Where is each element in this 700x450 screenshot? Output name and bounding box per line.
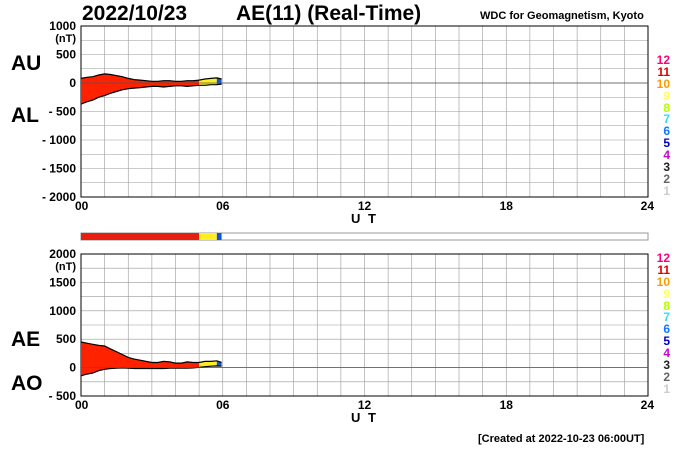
- y-tick-label: 500: [56, 332, 76, 346]
- level-legend-item: 9: [663, 88, 670, 103]
- plot-frame: [80, 25, 649, 198]
- series-line-au: [80, 73, 222, 82]
- level-legend-item: 3: [663, 358, 670, 373]
- level-legend-item: 5: [663, 334, 670, 349]
- y-tick-label: 1000: [49, 304, 76, 318]
- x-tick-label: 18: [500, 398, 514, 412]
- x-tick-label: 00: [75, 398, 89, 412]
- level-legend-item: 11: [657, 64, 670, 79]
- x-axis-label: U T: [351, 211, 378, 226]
- y-tick-label: 0: [69, 76, 76, 90]
- x-tick-label: 06: [216, 398, 230, 412]
- x-tick-label: 06: [216, 199, 230, 213]
- plot-frame: [80, 253, 649, 397]
- level-legend-top: 12 11 10 9 8 7 6 5 4 3 2 1: [646, 53, 670, 198]
- y-unit-label: (nT): [55, 261, 76, 273]
- y-tick-label: - 1500: [42, 162, 76, 176]
- y-tick-label: 1000: [49, 19, 76, 33]
- al-side-label: AL: [11, 104, 39, 127]
- series-line-al: [80, 83, 222, 105]
- series-line-ae: [80, 341, 222, 364]
- chart-date: 2022/10/23: [82, 2, 188, 25]
- x-tick-label: 18: [500, 199, 514, 213]
- y-tick-label: - 500: [49, 105, 77, 119]
- level-legend-item: 9: [663, 286, 670, 301]
- activity-bar-segment: [216, 233, 222, 240]
- level-legend-item: 7: [663, 112, 670, 127]
- y-tick-label: 2000: [49, 247, 76, 261]
- y-tick-label: - 500: [49, 389, 77, 403]
- level-legend-item: 11: [657, 262, 670, 277]
- x-tick-label: 00: [75, 199, 89, 213]
- y-tick-label: 500: [56, 48, 76, 62]
- level-legend-item: 8: [663, 100, 670, 115]
- y-unit-label: (nT): [55, 33, 76, 45]
- level-legend-item: 10: [656, 76, 670, 91]
- level-legend-item: 8: [663, 298, 670, 313]
- x-tick-label: 24: [641, 199, 655, 213]
- ae-side-label: AE: [11, 328, 41, 351]
- activity-bar-segment: [81, 233, 200, 240]
- y-tick-label: - 2000: [42, 190, 76, 204]
- y-tick-label: 0: [69, 361, 76, 375]
- y-tick-label: 1500: [49, 275, 76, 289]
- level-legend-item: 7: [663, 310, 670, 325]
- created-timestamp: [Created at 2022-10-23 06:00UT]: [478, 433, 645, 445]
- y-tick-label: - 1000: [42, 133, 76, 147]
- level-legend-bottom: 12 11 10 9 8 7 6 5 4 3 2 1: [646, 251, 670, 396]
- level-legend-item: 1: [663, 183, 670, 198]
- x-axis-label: U T: [351, 410, 378, 425]
- level-legend-item: 4: [663, 346, 670, 361]
- chart-title: AE(11) (Real-Time): [236, 2, 422, 25]
- level-legend-item: 6: [663, 124, 670, 139]
- level-legend-item: 4: [663, 148, 670, 163]
- x-tick-label: 12: [358, 199, 372, 213]
- au-side-label: AU: [11, 52, 42, 75]
- level-legend-item: 3: [663, 160, 670, 175]
- level-legend-item: 10: [656, 274, 670, 289]
- ao-side-label: AO: [11, 372, 43, 395]
- level-legend-item: 1: [663, 381, 670, 396]
- band-fill-main: [81, 73, 200, 105]
- level-legend-item: 2: [663, 369, 670, 384]
- activity-bar-segment: [199, 233, 217, 240]
- x-tick-label: 24: [641, 398, 655, 412]
- level-legend-item: 2: [663, 171, 670, 186]
- data-source: WDC for Geomagnetism, Kyoto: [480, 10, 644, 22]
- level-legend-item: 12: [656, 251, 670, 265]
- level-legend-item: 6: [663, 322, 670, 337]
- level-legend-item: 12: [656, 53, 670, 67]
- level-legend-item: 5: [663, 136, 670, 151]
- x-tick-label: 12: [358, 398, 372, 412]
